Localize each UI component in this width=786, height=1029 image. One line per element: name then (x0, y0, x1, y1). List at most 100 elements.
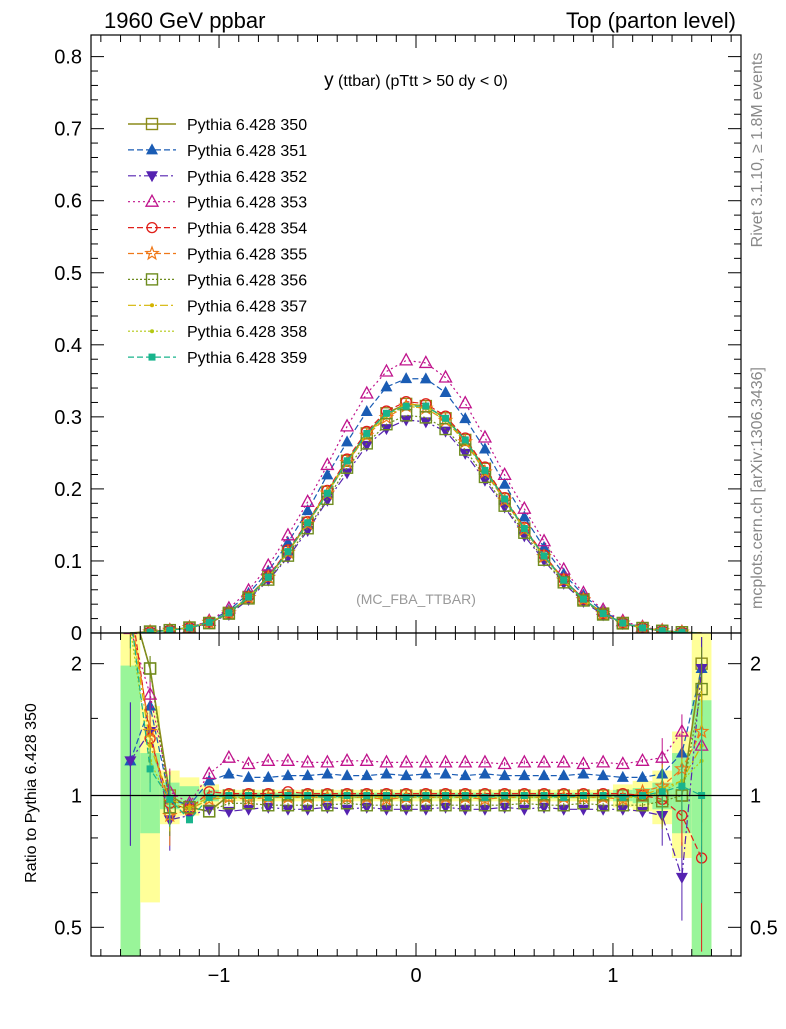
series-353-point (517, 500, 532, 514)
series-359-ratio-point (166, 795, 174, 803)
series-353-ratio-point (556, 754, 571, 768)
series-355-point (339, 454, 355, 470)
legend-354-label: Pythia 6.428 354 (187, 221, 307, 238)
series-359-point (579, 595, 587, 603)
series-351-ratio-point (321, 767, 334, 779)
series-351-ratio-point (360, 769, 373, 781)
ratio-ytick-label-left: 2 (71, 654, 82, 676)
series-352-ratio-point (675, 872, 688, 884)
series-351-ratio-point (419, 767, 432, 779)
series-353-ratio-point (320, 754, 335, 768)
series-356-ratio-point (281, 799, 295, 812)
series-353-ratio-point (261, 752, 276, 766)
series-356-ratio-point (596, 799, 610, 812)
ratio-xtick-label: 1 (607, 965, 618, 987)
series-353-ratio-point (615, 756, 630, 770)
series-350-ratio-point (125, 594, 136, 605)
series-353-ratio-point (576, 756, 591, 770)
series-359-ratio-point (481, 793, 489, 801)
series-351-point (301, 504, 314, 516)
series-353-ratio-point (438, 754, 453, 768)
series-351-ratio-point (281, 769, 294, 781)
series-351-ratio-point (597, 769, 610, 781)
series-353-ratio-point (221, 749, 236, 763)
ratio-xtick-label: −1 (208, 965, 231, 987)
series-353-point (300, 493, 315, 507)
series-352-ratio-point (577, 804, 590, 816)
series-357-ratio-point (128, 612, 132, 616)
series-359-point (678, 628, 686, 633)
series-359-ratio-point (127, 610, 134, 617)
main-plot-panel: 0 0.1 0.2 0.3 0.4 0.5 0.6 0.7 0.8 y (ttbar) (pTt… (54, 34, 742, 645)
series-359-point (540, 552, 548, 560)
series-351-ratio-point (380, 767, 393, 779)
series-351-ratio-point (636, 770, 649, 782)
series-359-point (599, 610, 607, 618)
series-351-line (130, 378, 702, 633)
series-352-point (478, 475, 491, 487)
series-356-ratio-point (636, 799, 649, 812)
series-351-ratio-point (557, 769, 570, 781)
series-359-ratio-point (205, 793, 213, 801)
legend-359-label: Pythia 6.428 359 (187, 350, 307, 367)
series-356-point (616, 617, 630, 630)
series-351-ratio-point (439, 767, 452, 779)
main-ytick-label: 0.6 (54, 191, 82, 213)
legend-353-marker (144, 193, 160, 207)
series-356-point (202, 616, 216, 630)
series-356-point (419, 411, 433, 424)
series-354-line (130, 400, 702, 633)
series-351-ratio-point (341, 769, 354, 781)
series-353-ratio-point (202, 766, 217, 780)
series-359-ratio-point (146, 765, 154, 773)
series-351-point (459, 412, 472, 424)
series-359-point (343, 457, 351, 465)
series-356-ratio-point (380, 799, 393, 812)
series-351-ratio-point (577, 767, 590, 779)
ratio-xtick-label: 0 (410, 965, 421, 987)
series-353-point (339, 418, 355, 432)
series-351-point (400, 372, 413, 384)
series-351-point (281, 536, 294, 548)
series-351-point (478, 442, 491, 454)
series-359-point (658, 627, 666, 633)
series-355-point (378, 409, 395, 425)
series-351-ratio-point (616, 770, 629, 782)
series-359-point (461, 436, 469, 444)
main-ytick-label: 0.3 (54, 407, 82, 429)
series-359-ratio-point (658, 788, 666, 796)
series-355-ratio-point (124, 607, 136, 619)
series-352-ratio-point (124, 756, 137, 768)
series-353-ratio-point (399, 754, 414, 768)
series-351-point (341, 435, 354, 447)
legend-351-marker (146, 143, 158, 155)
series-352-ratio-point (360, 802, 373, 814)
series-353-ratio-point (359, 752, 374, 766)
legend-355-label: Pythia 6.428 355 (187, 247, 307, 264)
series-359-point (185, 624, 193, 632)
series-355-point (477, 463, 493, 479)
series-356-point (577, 594, 590, 607)
legend: Pythia 6.428 350 Pythia 6.428 351 Pythia 6… (128, 117, 307, 367)
ratio-ytick-label-right: 0.5 (750, 917, 778, 939)
main-ytick-label: 0.5 (54, 263, 82, 285)
series-356-point (183, 621, 196, 633)
series-352-ratio-point (636, 806, 649, 818)
series-359-ratio-point (323, 793, 331, 801)
series-359-point (245, 593, 253, 601)
series-353-ratio-point (477, 754, 493, 768)
legend-358-label: Pythia 6.428 358 (187, 324, 307, 341)
series-351-ratio-point (203, 774, 216, 786)
series-359-point (205, 618, 213, 626)
main-ytick-label: 0 (71, 623, 82, 645)
legend-357-marker (150, 303, 154, 308)
series-353-ratio-point (655, 749, 670, 763)
series-359-point (520, 525, 528, 533)
series-353-ratio-point (379, 754, 394, 768)
series-356-point (242, 592, 255, 605)
ratio-ytick-label-right: 2 (750, 654, 761, 676)
series-351-point (360, 404, 373, 416)
series-351-point (439, 386, 452, 398)
